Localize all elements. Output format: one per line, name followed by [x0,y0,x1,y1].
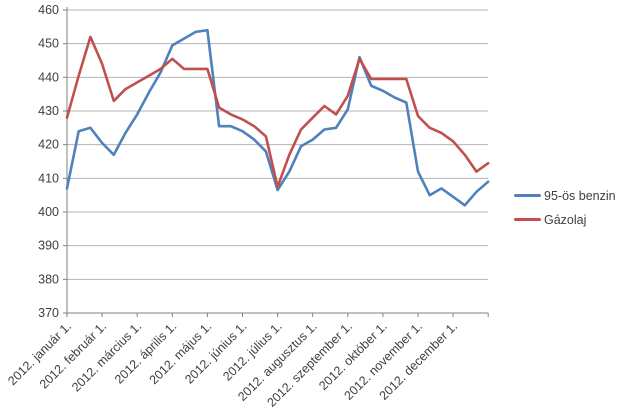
legend-item-benzin: 95-ös benzin [514,186,616,205]
legend-label-benzin: 95-ös benzin [544,188,616,203]
series-line-gazolaj [65,35,490,189]
legend-item-gazolaj: Gázolaj [514,210,616,229]
x-axis-label: 2012. április 1. [112,319,179,386]
y-axis-label: 410 [38,171,59,185]
y-axis-label: 380 [38,272,59,286]
y-axis-label: 390 [38,239,59,253]
y-axis-label: 400 [38,205,59,219]
y-axis-label: 420 [38,138,59,152]
legend: 95-ös benzin Gázolaj [514,186,616,229]
y-axis-label: 440 [38,70,59,84]
gazolaj-line-swatch [514,218,541,221]
x-axis-label: 2012. május 1. [147,319,215,387]
y-axis-label: 370 [38,306,59,320]
y-axis-label: 450 [38,37,59,51]
legend-label-gazolaj: Gázolaj [544,212,587,227]
benzin-line-swatch [514,194,541,197]
y-axis-label: 430 [38,104,59,118]
series-line-benzin [65,28,490,207]
y-axis-label: 460 [38,3,59,17]
x-axis-label: 2012. június 1. [182,319,249,386]
